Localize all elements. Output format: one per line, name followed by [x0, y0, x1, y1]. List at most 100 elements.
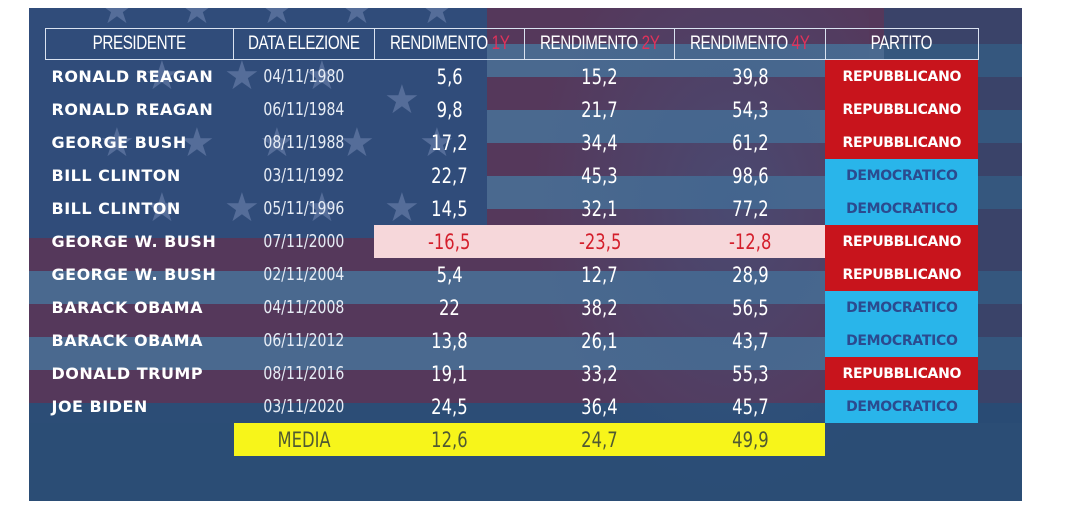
president-name: RONALD REAGAN — [51, 100, 214, 119]
president-name: GEORGE W. BUSH — [51, 265, 217, 284]
return-2y: 26,1 — [581, 328, 618, 353]
header-rendimento-1y: RENDIMENTO 1Y — [373, 28, 525, 60]
election-date: 03/11/2020 — [263, 396, 345, 417]
party-badge: DEMOCRATICO — [825, 159, 979, 192]
return-4y: 45,7 — [731, 394, 769, 419]
election-date: 08/11/2016 — [263, 363, 345, 384]
return-1y: 22,7 — [431, 163, 468, 188]
return-2y: 36,4 — [581, 394, 618, 419]
president-name: RONALD REAGAN — [51, 67, 214, 86]
party-badge: DEMOCRATICO — [825, 291, 979, 324]
return-2y: 45,3 — [581, 163, 618, 188]
return-1y: 17,2 — [431, 130, 468, 155]
average-2y: 24,7 — [524, 423, 675, 456]
president-name: JOE BIDEN — [51, 397, 148, 416]
return-2y: 32,1 — [581, 196, 618, 221]
average-row-spacer — [46, 423, 234, 456]
party-badge: DEMOCRATICO — [825, 324, 979, 357]
election-date: 04/11/2008 — [263, 297, 345, 318]
header-rendimento-4y: RENDIMENTO 4Y — [674, 28, 826, 60]
star-icon: ★ — [339, 120, 375, 166]
average-label: MEDIA — [233, 423, 375, 456]
table-row: RONALD REAGAN 04/11/1980 5,6 15,2 39,8 R… — [46, 59, 979, 93]
return-1y: 19,1 — [431, 361, 468, 386]
star-icon: ★ — [419, 8, 455, 33]
return-2y: 34,4 — [581, 130, 618, 155]
party-badge: REPUBBLICANO — [825, 258, 979, 291]
star-icon: ★ — [419, 120, 455, 166]
party-badge: REPUBBLICANO — [825, 357, 979, 390]
table-header-row: PRESIDENTE DATA ELEZIONE RENDIMENTO 1Y R… — [45, 28, 979, 60]
star-icon: ★ — [339, 8, 375, 33]
star-icon: ★ — [384, 77, 420, 123]
return-4y: 61,2 — [731, 130, 769, 155]
star-icon: ★ — [304, 53, 340, 99]
president-name: GEORGE W. BUSH — [51, 232, 217, 251]
table-row: BILL CLINTON 03/11/1992 22,7 45,3 98,6 D… — [46, 159, 979, 192]
election-returns-table: PRESIDENTE DATA ELEZIONE RENDIMENTO 1Y R… — [45, 28, 979, 456]
star-icon: ★ — [224, 53, 260, 99]
star-icon: ★ — [224, 185, 260, 231]
table-row: RONALD REAGAN 06/11/1984 9,8 21,7 54,3 R… — [46, 93, 979, 126]
table-row: BARACK OBAMA 06/11/2012 13,8 26,1 43,7 D… — [46, 324, 979, 357]
president-name: BARACK OBAMA — [51, 331, 203, 350]
party-badge: REPUBBLICANO — [825, 126, 979, 159]
party-badge: DEMOCRATICO — [825, 390, 979, 423]
table-row: BARACK OBAMA 04/11/2008 22 38,2 56,5 DEM… — [46, 291, 979, 324]
return-4y: 55,3 — [731, 361, 769, 386]
table-row-negative: GEORGE W. BUSH 07/11/2000 -16,5 -23,5 -1… — [46, 225, 979, 258]
president-name: BILL CLINTON — [51, 199, 181, 218]
election-date: 02/11/2004 — [263, 264, 345, 285]
return-1y: 24,5 — [431, 394, 468, 419]
president-name: DONALD TRUMP — [51, 364, 204, 383]
president-name: BARACK OBAMA — [51, 298, 203, 317]
party-badge: REPUBBLICANO — [825, 225, 979, 258]
election-date: 05/11/1996 — [263, 198, 345, 219]
star-icon: ★ — [259, 120, 295, 166]
party-badge: DEMOCRATICO — [825, 192, 979, 225]
return-4y: 39,8 — [731, 64, 769, 89]
star-icon: ★ — [99, 8, 135, 33]
return-1y: 22 — [438, 295, 460, 320]
return-1y: 9,8 — [436, 97, 463, 122]
star-icon: ★ — [179, 120, 215, 166]
return-1y: 5,6 — [436, 64, 463, 89]
return-4y: 54,3 — [731, 97, 769, 122]
star-icon: ★ — [259, 8, 295, 33]
return-4y: 28,9 — [731, 262, 769, 287]
table-row: DONALD TRUMP 08/11/2016 19,1 33,2 55,3 R… — [46, 357, 979, 390]
party-badge: REPUBBLICANO — [825, 59, 979, 93]
header-data-elezione: DATA ELEZIONE — [233, 28, 375, 60]
return-2y: 15,2 — [581, 64, 618, 89]
star-icon: ★ — [304, 185, 340, 231]
return-4y: -12,8 — [674, 225, 826, 258]
president-name: GEORGE BUSH — [51, 133, 187, 152]
star-icon: ★ — [99, 120, 135, 166]
election-date: 07/11/2000 — [263, 231, 345, 252]
return-1y: 14,5 — [431, 196, 468, 221]
return-1y: 5,4 — [436, 262, 463, 287]
election-date: 04/11/1980 — [263, 66, 345, 87]
party-badge: REPUBBLICANO — [825, 93, 979, 126]
return-4y: 43,7 — [731, 328, 769, 353]
star-icon: ★ — [179, 8, 215, 33]
return-4y: 77,2 — [731, 196, 769, 221]
table-row: GEORGE W. BUSH 02/11/2004 5,4 12,7 28,9 … — [46, 258, 979, 291]
table-row: JOE BIDEN 03/11/2020 24,5 36,4 45,7 DEMO… — [46, 390, 979, 423]
us-flag-map-background: ★ ★ ★ ★ ★ ★ ★ ★ ★ ★ ★ ★ ★ ★ ★ ★ ★ ★ PRES… — [29, 8, 1022, 501]
return-1y: 13,8 — [431, 328, 468, 353]
return-4y: 98,6 — [731, 163, 769, 188]
header-rendimento-2y: RENDIMENTO 2Y — [523, 28, 676, 60]
return-1y: -16,5 — [374, 225, 525, 258]
star-icon: ★ — [144, 53, 180, 99]
election-date: 08/11/1988 — [263, 132, 345, 153]
return-4y: 56,5 — [731, 295, 769, 320]
table-row: BILL CLINTON 05/11/1996 14,5 32,1 77,2 D… — [46, 192, 979, 225]
president-name: BILL CLINTON — [51, 166, 181, 185]
average-row-spacer — [825, 423, 978, 456]
return-2y: 38,2 — [581, 295, 618, 320]
return-2y: 12,7 — [581, 262, 618, 287]
election-date: 03/11/1992 — [263, 165, 345, 186]
return-2y: 21,7 — [581, 97, 618, 122]
header-partito: PARTITO — [824, 28, 979, 60]
